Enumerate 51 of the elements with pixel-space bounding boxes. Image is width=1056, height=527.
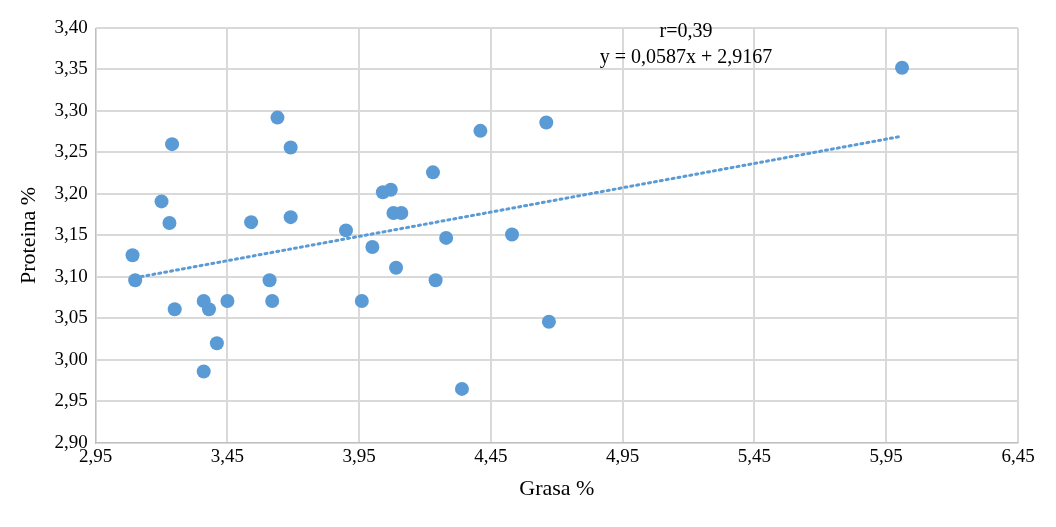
point	[283, 210, 298, 225]
point	[167, 302, 182, 317]
x-tick-label: 4,95	[606, 445, 640, 467]
point	[244, 215, 259, 230]
point	[454, 381, 469, 396]
point	[428, 273, 443, 288]
point	[473, 123, 488, 138]
annotation: y = 0,0587x + 2,9167	[599, 45, 773, 69]
x-axis-title: Grasa %	[519, 474, 595, 500]
y-axis-title: Proteina %	[14, 186, 40, 284]
point	[541, 314, 556, 329]
point	[128, 273, 143, 288]
point	[539, 115, 554, 130]
x-tick-label: 4,45	[474, 445, 508, 467]
point	[162, 215, 177, 230]
y-tick-label: 3,00	[54, 347, 88, 369]
x-tick-label: 6,45	[1001, 445, 1035, 467]
y-tick-label: 3,15	[54, 223, 88, 245]
point	[439, 230, 454, 245]
point	[209, 336, 224, 351]
x-tick-label: 5,45	[737, 445, 772, 467]
point	[283, 140, 298, 155]
point	[895, 60, 910, 75]
y-tick-label: 3,05	[54, 306, 88, 328]
point	[220, 293, 235, 308]
point	[383, 182, 398, 197]
point	[339, 223, 353, 238]
point	[154, 194, 169, 209]
point	[270, 110, 285, 125]
y-tick-label: 3,35	[54, 57, 88, 79]
x-tick-label: 3,45	[210, 445, 245, 467]
point	[354, 293, 369, 308]
y-tick-label: 3,30	[54, 98, 88, 120]
x-tick-label: 3,95	[342, 445, 376, 467]
x-tick-label: 5,95	[869, 445, 903, 467]
y-tick-label: 3,10	[54, 264, 88, 286]
point	[196, 364, 211, 379]
point	[389, 260, 404, 275]
point	[165, 137, 180, 152]
point	[201, 302, 216, 317]
annotation: r=0,39	[659, 19, 713, 42]
y-tick-label: 3,20	[54, 181, 88, 203]
point	[265, 293, 280, 308]
point	[262, 273, 277, 288]
y-tick-label: 2,95	[54, 389, 88, 411]
point	[125, 248, 140, 263]
point	[505, 227, 520, 242]
point	[365, 240, 380, 255]
point	[425, 165, 440, 180]
y-tick-label: 3,40	[54, 15, 88, 37]
y-tick-label: 3,25	[54, 140, 88, 162]
